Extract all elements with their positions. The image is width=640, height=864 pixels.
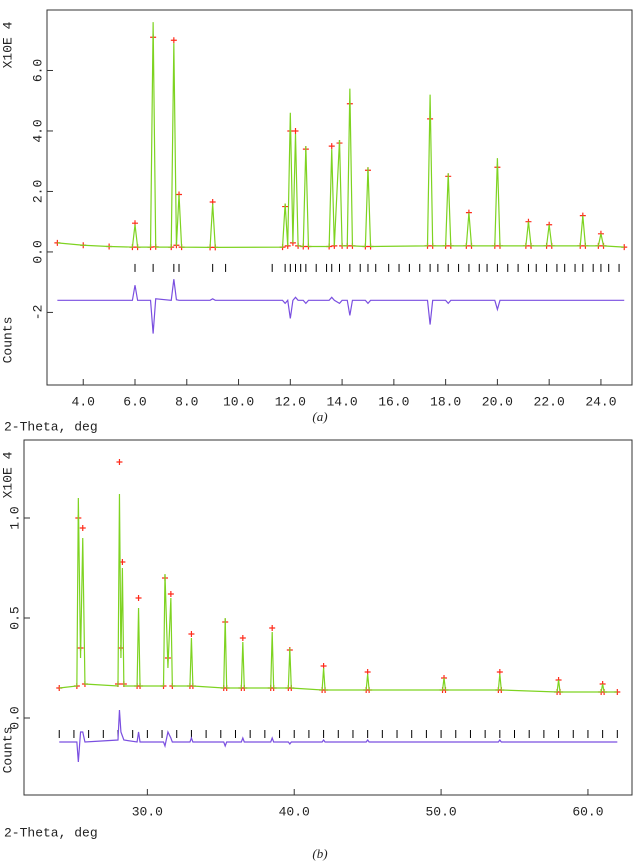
x-axis-label: 2-Theta, deg <box>4 825 98 840</box>
calculated-line <box>57 22 625 249</box>
observed-point <box>188 631 195 637</box>
y-tick-label: 6.0 <box>30 59 45 82</box>
observed-point <box>328 143 335 150</box>
x-tick-label: 6.0 <box>123 394 146 409</box>
observed-point <box>79 525 86 531</box>
x-tick-label: 24.0 <box>585 394 616 409</box>
calculated-line <box>59 493 618 693</box>
x-tick-label: 12.0 <box>275 394 306 409</box>
caption: (b) <box>312 846 327 861</box>
x-tick-label: 22.0 <box>534 394 565 409</box>
observed-point <box>269 625 276 631</box>
x-tick-label: 16.0 <box>378 394 409 409</box>
x-tick-label: 4.0 <box>72 394 95 409</box>
y-axis-label: X10E 4 <box>0 451 15 498</box>
y-tick-label: 2.0 <box>30 180 45 203</box>
x-tick-label: 20.0 <box>482 394 513 409</box>
y-axis-label: X10E 4 <box>0 21 15 68</box>
y-tick-label: 0.5 <box>7 606 22 629</box>
y-tick-label: 1.0 <box>7 506 22 529</box>
y-tick-label: 0.0 <box>7 706 22 729</box>
difference-line <box>57 279 625 334</box>
observed-point <box>239 635 246 641</box>
x-tick-label: 18.0 <box>430 394 461 409</box>
x-tick-label: 30.0 <box>132 804 163 819</box>
difference-line <box>59 709 618 763</box>
y-axis-label: Counts <box>0 727 15 774</box>
caption: (a) <box>312 409 327 424</box>
y-axis-label: Counts <box>0 317 15 364</box>
y-tick-label: -2 <box>30 305 45 321</box>
plot-frame <box>46 9 633 386</box>
observed-point <box>135 595 142 601</box>
x-tick-label: 14.0 <box>326 394 357 409</box>
x-tick-label: 10.0 <box>223 394 254 409</box>
observed-point <box>167 591 174 597</box>
x-tick-label: 50.0 <box>425 804 456 819</box>
x-tick-label: 40.0 <box>279 804 310 819</box>
x-tick-label: 60.0 <box>572 804 603 819</box>
y-tick-label: 0.0 <box>30 240 45 263</box>
x-axis-label: 2-Theta, deg <box>4 419 98 434</box>
y-tick-label: 4.0 <box>30 119 45 142</box>
observed-point <box>292 127 299 134</box>
x-tick-label: 8.0 <box>175 394 198 409</box>
observed-point <box>116 459 123 465</box>
observed-point <box>170 37 177 44</box>
